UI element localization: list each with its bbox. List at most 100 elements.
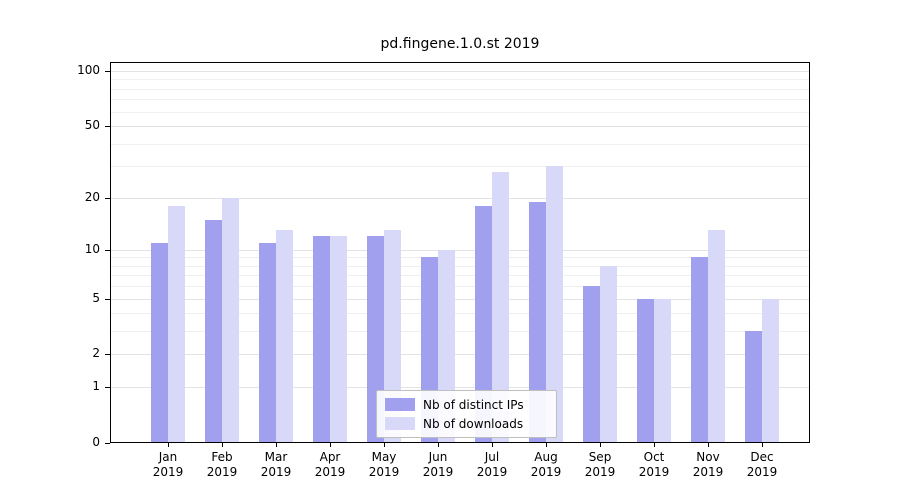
y-tick-mark [105,354,110,355]
bar-distinct-ips [691,257,708,443]
y-tick-label: 10 [84,242,100,256]
bar-downloads [654,298,671,443]
x-tick-mark [762,443,763,447]
x-tick-year: 2019 [476,465,508,479]
bar-downloads [330,236,347,443]
bar-distinct-ips [475,205,492,443]
x-tick-label: Nov 2019 [680,450,736,480]
x-tick-year: 2019 [692,465,724,479]
x-tick-year: 2019 [746,465,778,479]
bar-downloads [600,265,617,443]
x-tick-label: Aug 2019 [518,450,574,480]
x-tick-month: Sep [588,450,612,464]
gridline-minor [110,99,810,100]
bar-distinct-ips [151,242,168,443]
gridline-major [110,126,810,127]
x-tick-label: Sep 2019 [572,450,628,480]
x-tick-month: Oct [643,450,665,464]
legend-item: Nb of distinct IPs [385,398,546,412]
gridline-minor [110,144,810,145]
gridline-major [110,354,810,355]
x-tick-month: Mar [264,450,288,464]
x-tick-mark [438,443,439,447]
gridline-minor [110,112,810,113]
x-tick-year: 2019 [638,465,670,479]
legend-label: Nb of distinct IPs [423,397,524,412]
legend: Nb of distinct IPs Nb of downloads [376,390,557,438]
x-tick-label: Jul 2019 [464,450,520,480]
legend-swatch-downloads [385,417,415,430]
x-tick-month: Dec [750,450,774,464]
bar-distinct-ips [259,242,276,443]
x-tick-mark [168,443,169,447]
x-tick-month: May [371,450,397,464]
bar-distinct-ips [529,201,546,443]
bar-distinct-ips [637,298,654,443]
x-tick-label: May 2019 [356,450,412,480]
bar-downloads [492,171,509,443]
x-tick-year: 2019 [530,465,562,479]
x-tick-year: 2019 [206,465,238,479]
gridline-minor [110,89,810,90]
bar-distinct-ips [205,219,222,443]
x-tick-mark [546,443,547,447]
x-tick-month: Feb [211,450,233,464]
x-tick-label: Dec 2019 [734,450,790,480]
gridline-major [110,299,810,300]
x-tick-mark [708,443,709,447]
chart-title: pd.fingene.1.0.st 2019 [380,36,540,52]
gridline-minor [110,286,810,287]
gridline-minor [110,266,810,267]
x-tick-label: Apr 2019 [302,450,358,480]
bar-distinct-ips [313,236,330,443]
x-tick-month: Apr [319,450,341,464]
bar-downloads [546,166,563,443]
x-tick-mark [600,443,601,447]
x-tick-month: Nov [696,450,720,464]
x-tick-month: Jun [428,450,448,464]
x-tick-year: 2019 [152,465,184,479]
x-tick-year: 2019 [368,465,400,479]
bar-downloads [708,230,725,443]
gridline-major [110,71,810,72]
y-tick-label: 20 [84,190,100,204]
gridline-minor [110,313,810,314]
bar-distinct-ips [745,331,762,443]
gridline-minor [110,275,810,276]
legend-label: Nb of downloads [423,416,524,431]
bar-distinct-ips [583,286,600,443]
bar-downloads [222,197,239,443]
x-tick-year: 2019 [314,465,346,479]
x-tick-label: Jun 2019 [410,450,466,480]
gridline-major [110,387,810,388]
x-tick-month: Jul [484,450,500,464]
x-tick-year: 2019 [422,465,454,479]
y-tick-label: 50 [84,118,100,132]
y-tick-mark [105,250,110,251]
y-tick-mark [105,443,110,444]
x-tick-mark [330,443,331,447]
x-tick-label: Mar 2019 [248,450,304,480]
legend-item: Nb of downloads [385,417,546,431]
y-tick-label: 100 [77,63,100,77]
gridline-minor [110,331,810,332]
legend-swatch-distinct-ips [385,398,415,411]
y-tick-mark [105,126,110,127]
x-tick-mark [384,443,385,447]
y-tick-label: 0 [92,435,100,449]
x-tick-mark [492,443,493,447]
y-tick-label: 1 [92,379,100,393]
x-tick-year: 2019 [260,465,292,479]
gridline-major [110,250,810,251]
gridline-minor [110,166,810,167]
y-tick-mark [105,387,110,388]
gridline-major [110,198,810,199]
y-tick-mark [105,299,110,300]
x-tick-label: Feb 2019 [194,450,250,480]
gridline-minor [110,79,810,80]
x-tick-month: Aug [534,450,558,464]
bar-downloads [276,230,293,443]
x-tick-label: Jan 2019 [140,450,196,480]
y-tick-label: 5 [92,291,100,305]
